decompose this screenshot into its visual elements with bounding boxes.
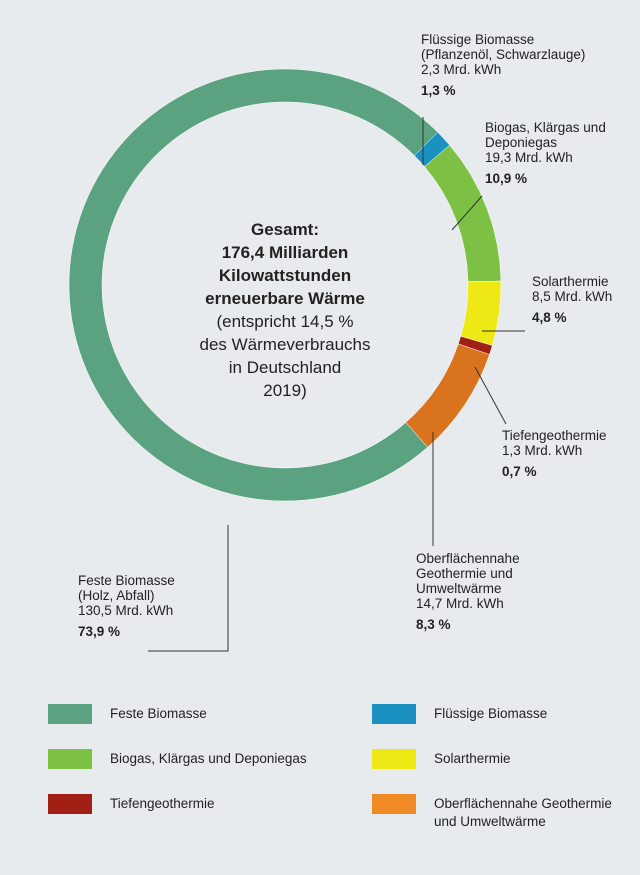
callout-name: Solarthermie xyxy=(532,274,609,289)
legend-swatch xyxy=(372,794,416,814)
legend-swatch xyxy=(372,749,416,769)
callout-percent: 8,3 % xyxy=(416,617,451,632)
callout-amount: 2,3 Mrd. kWh xyxy=(421,62,502,77)
callout-percent: 4,8 % xyxy=(532,310,567,325)
legend-label: Solarthermie xyxy=(434,751,511,766)
leader-line xyxy=(451,195,483,231)
callout-amount: 19,3 Mrd. kWh xyxy=(485,150,573,165)
donut-segment xyxy=(68,68,439,502)
callout-subtitle: (Pflanzenöl, Schwarzlauge) xyxy=(421,47,586,62)
callout-subtitle: (Holz, Abfall) xyxy=(78,588,155,603)
legend-swatch xyxy=(48,704,92,724)
callout-amount: 8,5 Mrd. kWh xyxy=(532,289,613,304)
center-title: Kilowattstunden xyxy=(218,266,352,285)
center-title: Gesamt: xyxy=(250,220,320,239)
callout-name: Tiefengeothermie xyxy=(502,428,607,443)
center-note: in Deutschland xyxy=(228,358,342,377)
center-note: des Wärmeverbrauchs xyxy=(199,335,371,354)
legend-label: Biogas, Klärgas und Deponiegas xyxy=(110,751,307,766)
callout: Tiefengeothermie 1,3 Mrd. kWh 0,7 % xyxy=(502,428,637,479)
callout: Oberflächennahe Geothermie und Umweltwär… xyxy=(416,551,556,632)
callout: Biogas, Klärgas und Deponiegas 19,3 Mrd. … xyxy=(485,120,635,186)
callout-name: Feste Biomasse xyxy=(78,573,175,588)
callout-percent: 73,9 % xyxy=(78,624,121,639)
callout-percent: 0,7 % xyxy=(502,464,537,479)
callout: Solarthermie 8,5 Mrd. kWh 4,8 % xyxy=(532,274,640,325)
legend-label: Flüssige Biomasse xyxy=(434,706,548,721)
callout: Flüssige Biomasse (Pflanzenöl, Schwarzlau… xyxy=(421,32,640,98)
center-note: (entspricht 14,5 % xyxy=(216,312,354,331)
callout-percent: 1,3 % xyxy=(421,83,456,98)
callout-amount: 14,7 Mrd. kWh xyxy=(416,596,504,611)
callout-amount: 130,5 Mrd. kWh xyxy=(78,603,174,618)
legend-swatch xyxy=(48,749,92,769)
leader-line xyxy=(474,366,507,425)
callout-name: Biogas, Klärgas und Deponiegas xyxy=(485,120,606,150)
legend-swatch xyxy=(372,704,416,724)
legend-label: Tiefengeothermie xyxy=(110,796,215,811)
center-title: 176,4 Milliarden xyxy=(221,243,349,262)
callout-name: Flüssige Biomasse xyxy=(421,32,535,47)
callout-name: Oberflächennahe Geothermie und Umweltwär… xyxy=(416,551,520,596)
callout: Feste Biomasse (Holz, Abfall) 130,5 Mrd. k… xyxy=(78,573,248,639)
donut-segment xyxy=(460,280,502,346)
legend-label: Oberflächennahe Geothermie und Umweltwär… xyxy=(434,796,612,829)
leader-line xyxy=(148,525,229,652)
center-note: 2019) xyxy=(263,381,307,400)
callout-percent: 10,9 % xyxy=(485,171,528,186)
center-title: erneuerbare Wärme xyxy=(205,289,365,308)
legend-label: Feste Biomasse xyxy=(110,706,207,721)
callout-amount: 1,3 Mrd. kWh xyxy=(502,443,583,458)
legend-swatch xyxy=(48,794,92,814)
